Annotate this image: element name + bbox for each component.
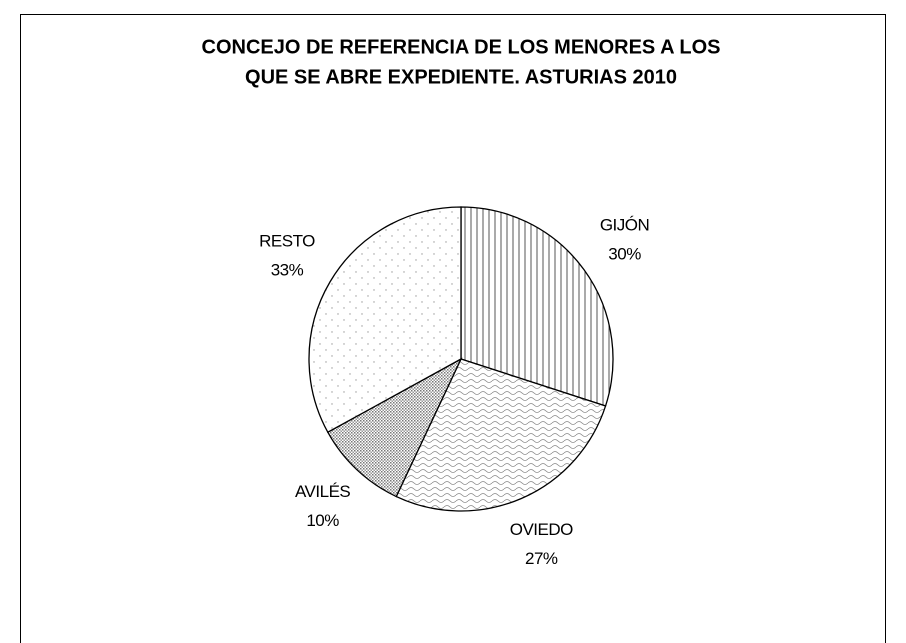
chart-title: CONCEJO DE REFERENCIA DE LOS MENORES A L… [202,36,721,58]
pie-slice [326,357,463,498]
slice-label: RESTO [259,232,315,251]
pie-slice [308,206,462,434]
slice-value-label: 10% [306,511,339,530]
chart-title: QUE SE ABRE EXPEDIENTE. ASTURIAS 2010 [245,66,677,88]
slice-label: OVIEDO [510,520,573,539]
pie-slice [395,358,607,512]
slice-label: AVILÉS [295,482,350,501]
pie-slice [460,206,614,407]
slice-value-label: 33% [271,261,304,280]
slice-value-label: 30% [608,245,641,264]
slice-label: GIJÓN [600,216,649,235]
slice-value-label: 27% [525,549,558,568]
